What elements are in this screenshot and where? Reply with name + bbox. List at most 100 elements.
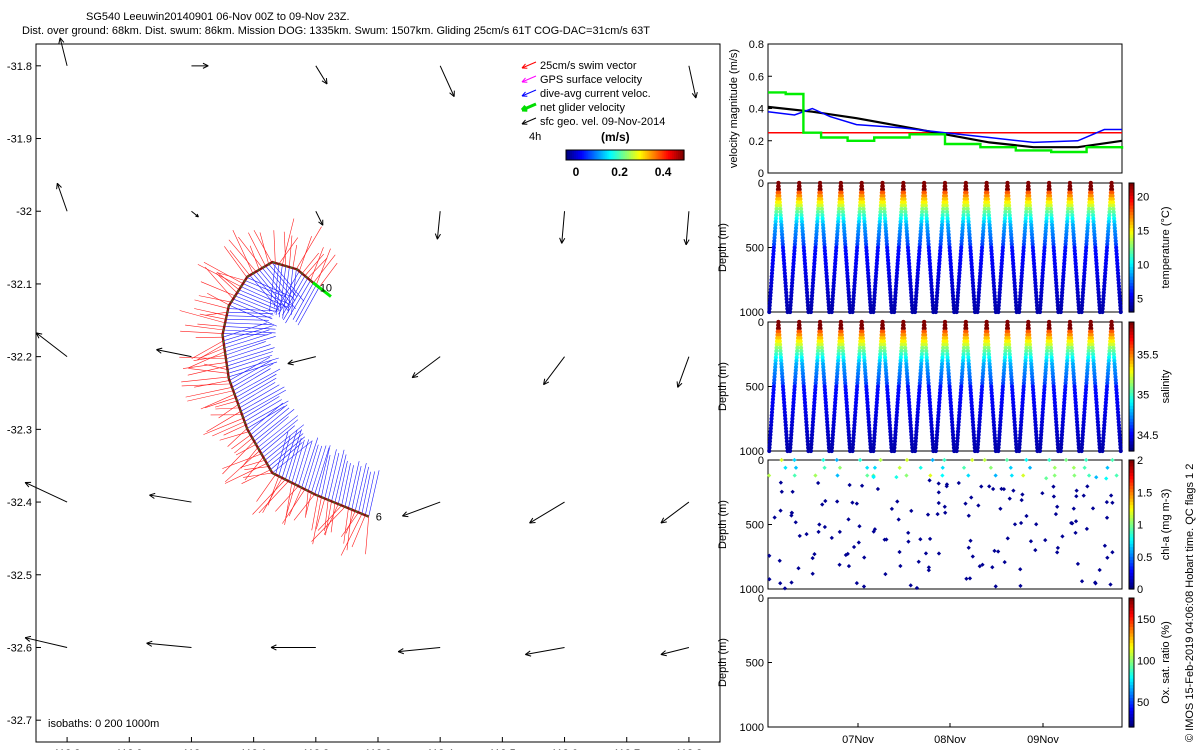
date-tick-label: 07Nov: [842, 734, 874, 746]
colorbar-tick-label: 0.4: [655, 165, 672, 179]
profile-point: [1093, 251, 1098, 257]
profile-point: [1047, 329, 1052, 334]
profile-point: [1022, 229, 1027, 234]
profile-point: [834, 235, 840, 240]
profile-point: [1107, 345, 1112, 350]
profile-point: [1012, 416, 1017, 421]
profile-point: [950, 432, 956, 437]
profile-point: [842, 377, 848, 383]
profile-point: [873, 277, 878, 282]
profile-point: [1060, 280, 1065, 286]
profile-point: [820, 355, 825, 360]
profile-point: [821, 229, 826, 234]
profile-point: [939, 361, 945, 367]
profile-point: [819, 200, 824, 205]
profile-point: [1042, 377, 1048, 383]
profile-point: [971, 423, 976, 428]
swim-vector: [284, 482, 293, 526]
profile-point: [967, 371, 972, 376]
profile-point: [1033, 426, 1038, 431]
profile-point: [878, 206, 883, 211]
profile-point: [1049, 355, 1054, 360]
profile-point: [1097, 445, 1102, 450]
profile-point: [1051, 242, 1056, 247]
profile-colorbar-cell: [1129, 302, 1134, 307]
profile-colorbar-cell: [1129, 530, 1134, 535]
profile-point: [906, 251, 911, 257]
profile-point: [1076, 303, 1081, 308]
profile-point: [822, 384, 827, 389]
profile-point: [816, 345, 821, 350]
profile-point: [903, 209, 908, 215]
profile-point: [1013, 290, 1018, 295]
profile-point: [856, 229, 861, 234]
profile-point: [798, 332, 803, 337]
current-vector: [244, 280, 285, 297]
profile-point: [771, 255, 776, 260]
profile-point: [979, 245, 985, 250]
profile-point: [913, 445, 918, 450]
profile-point: [810, 423, 815, 428]
profile-point: [799, 352, 804, 357]
profile-point: [845, 551, 850, 557]
profile-point: [795, 209, 800, 215]
profile-colorbar-cell: [1129, 250, 1134, 255]
current-vector: [234, 295, 275, 312]
profile-point: [837, 529, 842, 535]
profile-point: [1061, 264, 1067, 269]
profile-point: [967, 229, 972, 234]
colorbar-cell: [654, 150, 658, 160]
profile-point: [1090, 348, 1095, 354]
profile-point: [875, 255, 880, 260]
profile-point: [919, 358, 924, 363]
profile-point: [993, 306, 998, 311]
profile-point: [1047, 457, 1052, 463]
profile-point: [871, 439, 877, 444]
profile-point: [1103, 261, 1108, 266]
colorbar-cell: [652, 150, 656, 160]
profile-point: [823, 498, 828, 504]
profile-point: [893, 423, 899, 428]
profile-point: [924, 216, 929, 221]
profile-point: [914, 423, 919, 428]
profile-point: [935, 280, 940, 286]
colorbar-cell: [575, 150, 579, 160]
profile-point: [801, 245, 806, 250]
profile-point: [851, 297, 856, 302]
profile-point: [892, 439, 897, 444]
profile-point: [1102, 280, 1107, 286]
profile-point: [784, 290, 789, 295]
profile-point: [937, 251, 943, 257]
profile-point: [916, 264, 921, 269]
profile-point: [1044, 219, 1049, 224]
profile-point: [1053, 271, 1058, 276]
profile-point: [834, 374, 840, 379]
profile-point: [894, 413, 899, 418]
map-y-tick-label: -31.9: [7, 134, 32, 146]
profile-point: [965, 339, 970, 344]
profile-point: [1086, 352, 1091, 357]
profile-point: [923, 206, 929, 211]
profile-point: [852, 419, 857, 425]
profile-point: [1095, 413, 1100, 418]
profile-point: [866, 423, 872, 428]
profile-point: [942, 180, 948, 186]
profile-point: [1004, 457, 1010, 463]
profile-point: [1029, 365, 1034, 370]
profile-point: [844, 255, 849, 260]
profile-colorbar-cell: [1129, 412, 1134, 417]
profile-point: [1076, 442, 1081, 447]
swim-vector: [351, 515, 366, 548]
profile-point: [1111, 348, 1116, 354]
profile-point: [864, 384, 869, 389]
profile-point: [988, 232, 993, 237]
swim-vector: [312, 497, 322, 545]
profile-point: [793, 465, 799, 470]
profile-point: [913, 439, 918, 444]
profile-point: [841, 222, 846, 228]
profile-point: [907, 267, 912, 273]
profile-point: [1070, 222, 1076, 228]
profile-point: [1047, 193, 1053, 198]
profile-point: [1020, 258, 1025, 263]
profile-point: [979, 248, 984, 253]
